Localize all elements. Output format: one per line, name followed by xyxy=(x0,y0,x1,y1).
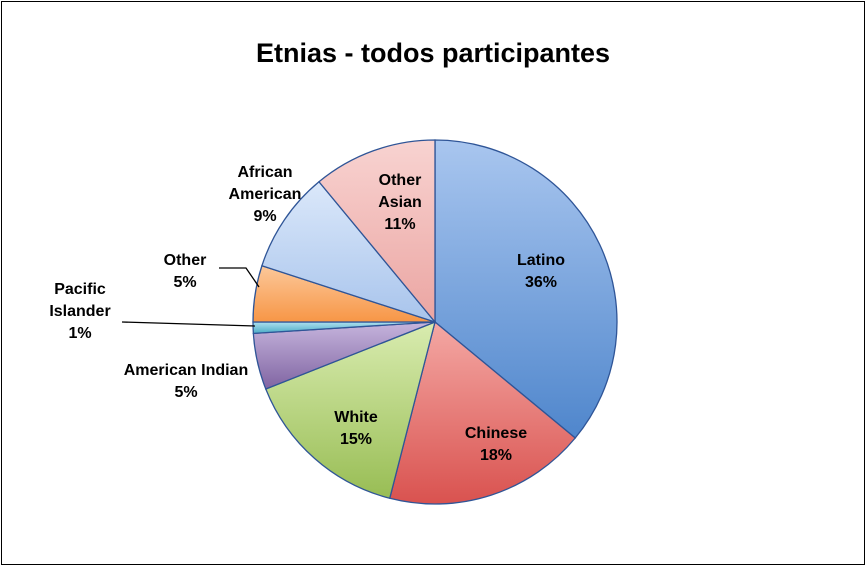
data-label-chinese: Chinese 18% xyxy=(465,425,527,464)
leader-line-pacific-islander xyxy=(121,321,256,327)
data-label-latino: Latino 36% xyxy=(517,252,565,291)
data-label-american-indian: American Indian 5% xyxy=(124,362,248,401)
data-label-pacific-islander: Pacific Islander 1% xyxy=(49,281,110,342)
chart-title: Etnias - todos participantes xyxy=(255,38,611,68)
pie-slice-white xyxy=(264,320,436,500)
data-label-white: White 15% xyxy=(334,409,378,448)
data-label-other-asian: Other Asian 11% xyxy=(378,172,422,233)
data-label-other: Other 5% xyxy=(164,252,207,291)
leader-line-other xyxy=(219,267,260,288)
pie-slice-other-asian xyxy=(318,139,436,324)
pie-slice-african-american xyxy=(261,180,437,324)
data-label-african-american: African American 9% xyxy=(229,164,302,225)
pie-slice-latino xyxy=(434,139,618,439)
pie-slice-chinese xyxy=(388,320,577,505)
